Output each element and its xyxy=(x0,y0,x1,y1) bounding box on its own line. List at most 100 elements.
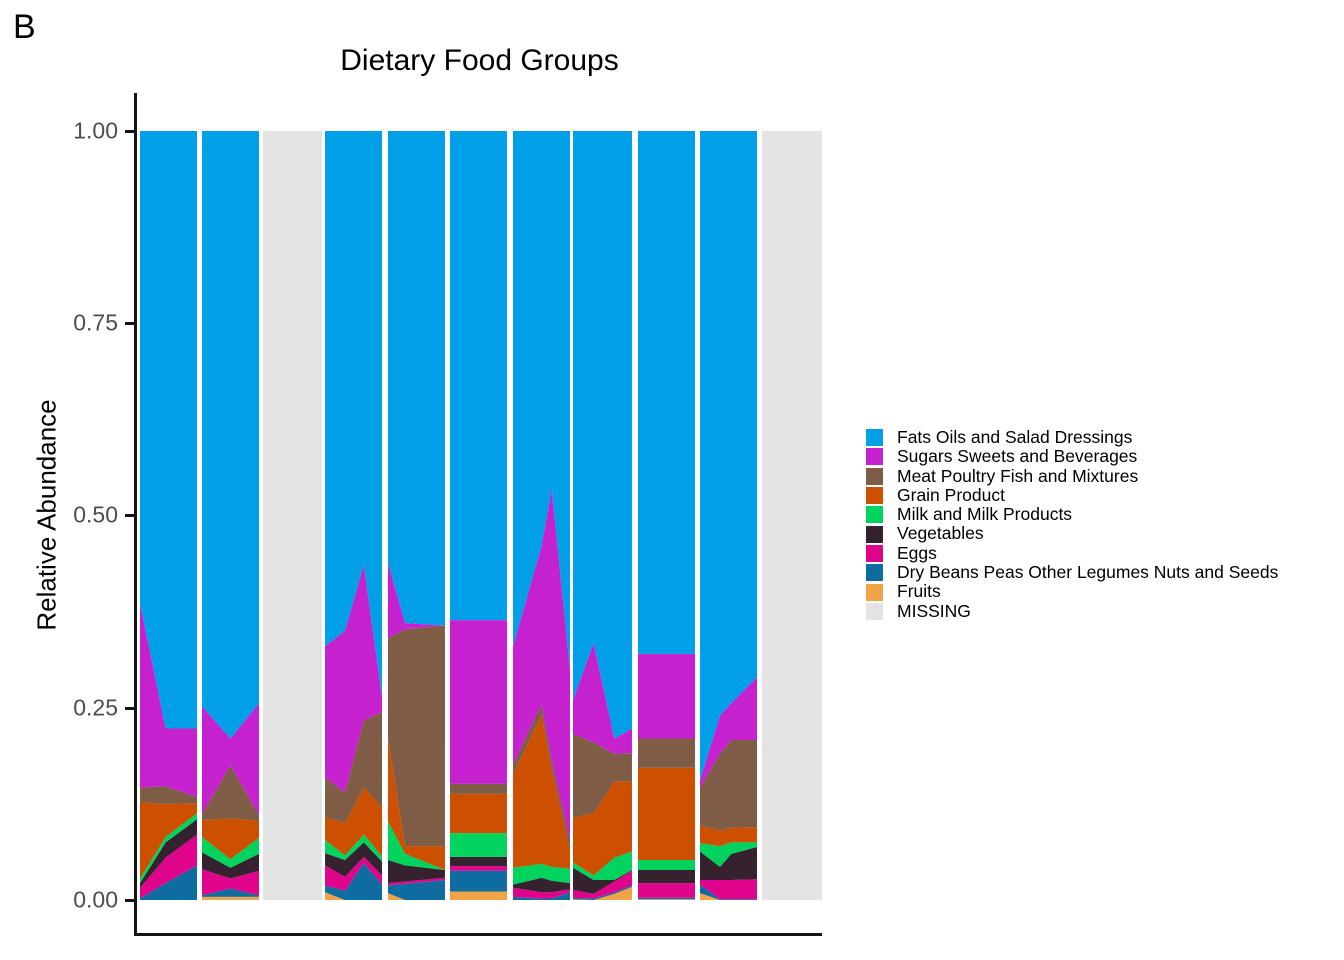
area-grain-product xyxy=(512,714,570,869)
area-eggs xyxy=(202,869,259,896)
area-vegetables xyxy=(638,870,696,884)
area-sugars-sweets-and-beverages xyxy=(700,676,757,788)
area-fats-oils-and-salad-dressings xyxy=(325,131,383,697)
area-fats-oils-and-salad-dressings xyxy=(387,131,445,626)
area-eggs xyxy=(573,870,632,899)
y-tick-label-0.25: 0.25 xyxy=(73,694,118,721)
area-fats-oils-and-salad-dressings xyxy=(449,131,507,621)
area-grain-product xyxy=(449,793,507,834)
legend-label: Sugars Sweets and Beverages xyxy=(897,446,1138,467)
legend-row-fruits: Fruits xyxy=(866,582,1278,601)
legend-label: Fats Oils and Salad Dressings xyxy=(897,427,1133,447)
area-milk-and-milk-products xyxy=(449,833,507,857)
area-meat-poultry-fish-and-mixtures xyxy=(387,625,445,847)
x-axis-line xyxy=(134,933,822,936)
area-milk-and-milk-products xyxy=(638,860,696,871)
area-vegetables xyxy=(700,846,757,881)
legend-label: Grain Product xyxy=(897,484,1005,505)
area-meat-poultry-fish-and-mixtures xyxy=(202,765,259,821)
area-milk-and-milk-products xyxy=(512,863,570,885)
area-eggs xyxy=(387,877,445,886)
area-eggs xyxy=(638,883,696,898)
area-grain-product xyxy=(638,767,696,861)
area-fruits xyxy=(387,893,445,900)
area-milk-and-milk-products xyxy=(573,851,632,881)
area-dry-beans-peas-other-legumes-nuts-and-seeds xyxy=(449,870,507,892)
area-grain-product xyxy=(140,802,198,879)
y-tick-mark xyxy=(125,322,135,325)
area-milk-and-milk-products xyxy=(325,834,383,862)
legend-swatch-fruits xyxy=(866,583,883,601)
legend: Fats Oils and Salad Dressings Sugars Swe… xyxy=(866,427,1278,621)
area-fats-oils-and-salad-dressings xyxy=(140,131,198,729)
legend-row-grain: Grain Product xyxy=(866,484,1278,505)
y-tick-mark xyxy=(125,130,135,133)
legend-swatch-dry-beans xyxy=(866,564,883,582)
legend-row-meat: Meat Poultry Fish and Mixtures xyxy=(866,465,1278,486)
area-vegetables xyxy=(387,860,445,884)
legend-label: Fruits xyxy=(897,581,941,602)
area-dry-beans-peas-other-legumes-nuts-and-seeds xyxy=(325,863,383,900)
y-tick-mark xyxy=(125,707,135,710)
area-eggs xyxy=(700,879,757,900)
legend-swatch-sugars xyxy=(866,448,883,466)
area-sugars-sweets-and-beverages xyxy=(449,620,507,784)
area-meat-poultry-fish-and-mixtures xyxy=(573,733,632,818)
area-grain-product xyxy=(202,818,259,860)
legend-label: Eggs xyxy=(897,542,937,563)
legend-swatch-missing xyxy=(866,602,883,620)
legend-swatch-meat xyxy=(866,467,883,485)
area-sugars-sweets-and-beverages xyxy=(325,564,383,793)
legend-row-eggs: Eggs xyxy=(866,542,1278,563)
area-milk-and-milk-products xyxy=(140,813,198,884)
area-dry-beans-peas-other-legumes-nuts-and-seeds xyxy=(202,888,259,897)
area-meat-poultry-fish-and-mixtures xyxy=(512,704,570,851)
area-meat-poultry-fish-and-mixtures xyxy=(700,740,757,831)
area-vegetables xyxy=(512,877,570,893)
area-eggs xyxy=(512,887,570,899)
y-tick-label-0.00: 0.00 xyxy=(73,886,118,913)
area-fats-oils-and-salad-dressings xyxy=(202,131,259,739)
area-vegetables xyxy=(449,856,507,867)
area-sugars-sweets-and-beverages xyxy=(202,703,259,816)
area-dry-beans-peas-other-legumes-nuts-and-seeds xyxy=(387,880,445,900)
legend-label: MISSING xyxy=(897,600,971,621)
area-grain-product xyxy=(700,825,757,847)
area-grain-product xyxy=(325,787,383,857)
area-sugars-sweets-and-beverages xyxy=(140,603,198,797)
area-eggs xyxy=(325,856,383,891)
area-sugars-sweets-and-beverages xyxy=(512,489,570,841)
legend-label: Milk and Milk Products xyxy=(897,504,1073,525)
legend-label: Vegetables xyxy=(897,523,984,544)
legend-label: Meat Poultry Fish and Mixtures xyxy=(897,465,1139,486)
area-fruits xyxy=(325,892,383,900)
area-eggs xyxy=(449,866,507,871)
stacked-area-plot xyxy=(140,131,822,900)
area-dry-beans-peas-other-legumes-nuts-and-seeds xyxy=(140,865,198,900)
area-vegetables xyxy=(140,819,198,888)
area-vegetables xyxy=(573,867,632,894)
legend-row-milk: Milk and Milk Products xyxy=(866,504,1278,525)
area-fruits xyxy=(700,893,757,900)
legend-row-vegetables: Vegetables xyxy=(866,524,1278,543)
area-meat-poultry-fish-and-mixtures xyxy=(325,711,383,824)
legend-swatch-milk xyxy=(866,506,883,524)
y-tick-label-0.75: 0.75 xyxy=(73,309,118,336)
area-milk-and-milk-products xyxy=(202,836,259,868)
area-milk-and-milk-products xyxy=(700,842,757,867)
area-fruits xyxy=(449,891,507,900)
y-tick-label-0.50: 0.50 xyxy=(73,501,118,528)
y-tick-mark xyxy=(125,899,135,902)
area-fats-oils-and-salad-dressings xyxy=(573,131,632,739)
area-meat-poultry-fish-and-mixtures xyxy=(638,738,696,768)
area-dry-beans-peas-other-legumes-nuts-and-seeds xyxy=(573,885,632,900)
legend-row-missing: MISSING xyxy=(866,600,1278,621)
area-fruits xyxy=(573,886,632,900)
area-sugars-sweets-and-beverages xyxy=(573,643,632,754)
area-eggs xyxy=(140,834,198,899)
area-meat-poultry-fish-and-mixtures xyxy=(449,783,507,794)
area-fruits xyxy=(202,896,259,900)
area-dry-beans-peas-other-legumes-nuts-and-seeds xyxy=(700,884,757,900)
area-sugars-sweets-and-beverages xyxy=(638,653,696,739)
